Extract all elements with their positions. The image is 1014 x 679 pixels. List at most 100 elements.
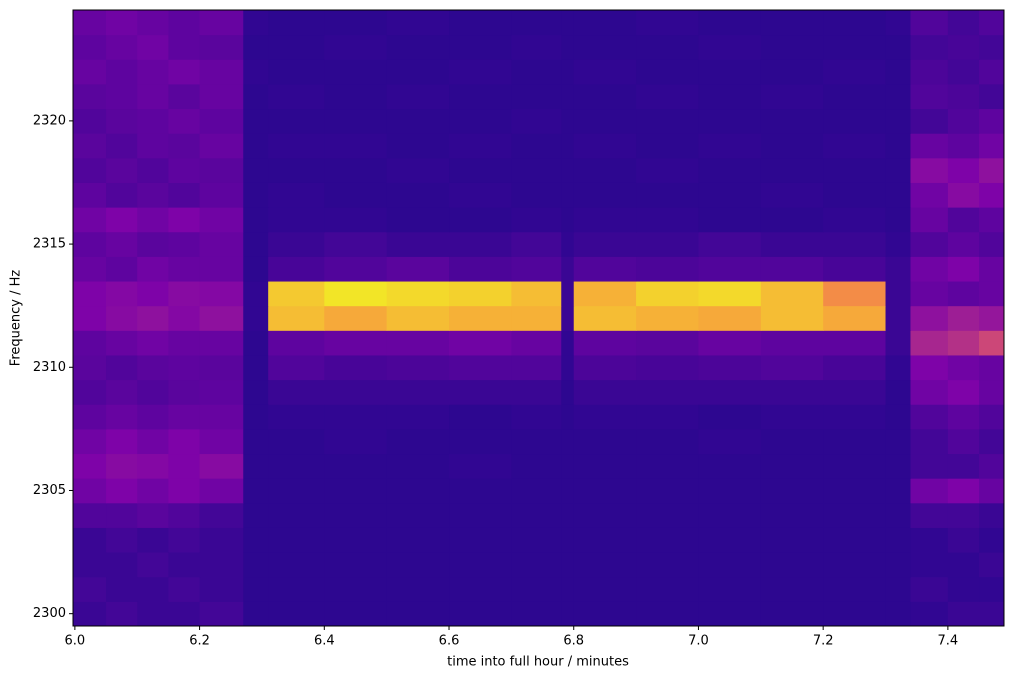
heatmap-cell [885, 305, 911, 331]
x-tick-label: 6.4 [314, 634, 335, 649]
heatmap-cell [168, 404, 201, 430]
heatmap-cell [885, 478, 911, 504]
heatmap-cell [268, 59, 325, 85]
heatmap-cell [910, 83, 949, 110]
heatmap-cell [979, 256, 1005, 282]
heatmap-cell [760, 478, 824, 504]
heatmap-cell [561, 34, 575, 60]
heatmap-cell [137, 34, 169, 60]
heatmap-cell [199, 59, 244, 85]
heatmap-cell [137, 108, 169, 134]
heatmap-cell [910, 576, 949, 602]
heatmap-cell [243, 34, 269, 60]
x-tick-label: 6.0 [65, 634, 86, 649]
heatmap-cell [168, 108, 201, 134]
heatmap-cell [137, 207, 169, 233]
heatmap-cell [324, 10, 388, 36]
heatmap-cell [73, 10, 107, 36]
heatmap-cell [106, 428, 138, 455]
heatmap-cell [698, 59, 762, 85]
heatmap-cell [168, 83, 201, 110]
heatmap-cell [324, 453, 388, 479]
heatmap-cell [910, 428, 949, 455]
heatmap-cell [636, 207, 699, 233]
heatmap-cell [199, 207, 244, 233]
heatmap-cell [73, 207, 107, 233]
heatmap-cell [449, 502, 512, 528]
heatmap-cell [885, 207, 911, 233]
heatmap-cell [823, 379, 887, 405]
heatmap-cell [449, 576, 512, 602]
heatmap-cell [386, 34, 450, 60]
heatmap-cell [324, 354, 388, 381]
heatmap-cell [324, 527, 388, 553]
heatmap-cell [243, 207, 269, 233]
heatmap-cell [823, 601, 887, 627]
heatmap-cell [910, 34, 949, 60]
heatmap-cell [449, 207, 512, 233]
heatmap-cell [979, 502, 1005, 528]
heatmap-cell [511, 281, 562, 307]
heatmap-cell [636, 281, 699, 307]
heatmap-cell [885, 59, 911, 85]
heatmap-cell [885, 527, 911, 553]
heatmap-cell [168, 330, 201, 356]
heatmap-cell [511, 182, 562, 208]
heatmap-cell [573, 83, 637, 110]
heatmap-cell [511, 83, 562, 110]
heatmap-cell [698, 157, 762, 183]
heatmap-cell [386, 502, 450, 528]
heatmap-cell [698, 601, 762, 627]
heatmap-cell [137, 354, 169, 381]
heatmap-cell [73, 182, 107, 208]
heatmap-cell [760, 281, 824, 307]
heatmap-cell [636, 133, 699, 159]
heatmap-cell [199, 305, 244, 331]
x-axis-label: time into full hour / minutes [447, 655, 629, 670]
heatmap-cell [823, 305, 887, 331]
heatmap-cell [106, 453, 138, 479]
heatmap-cell [168, 231, 201, 257]
heatmap-cell [137, 552, 169, 578]
heatmap-cell [947, 576, 980, 602]
heatmap-cell [760, 354, 824, 381]
heatmap-cell [106, 10, 138, 36]
heatmap-cell [324, 281, 388, 307]
heatmap-cell [168, 281, 201, 307]
heatmap-cell [268, 281, 325, 307]
heatmap-cell [243, 330, 269, 356]
heatmap-cell [760, 305, 824, 331]
heatmap-cell [573, 157, 637, 183]
heatmap-cell [243, 305, 269, 331]
heatmap-cell [698, 231, 762, 257]
heatmap-cell [243, 10, 269, 36]
heatmap-cell [168, 256, 201, 282]
heatmap-cell [760, 576, 824, 602]
heatmap-cell [561, 354, 575, 381]
heatmap-cell [268, 182, 325, 208]
heatmap-cell [947, 231, 980, 257]
heatmap-cell [268, 305, 325, 331]
heatmap-cell [106, 207, 138, 233]
heatmap-cell [561, 207, 575, 233]
heatmap-cell [760, 256, 824, 282]
heatmap-cell [137, 404, 169, 430]
heatmap-cell [979, 576, 1005, 602]
heatmap-cell [73, 601, 107, 627]
heatmap-cell [268, 83, 325, 110]
heatmap-cell [199, 601, 244, 627]
heatmap-cell [823, 527, 887, 553]
heatmap-cell [636, 478, 699, 504]
heatmap-cell [823, 552, 887, 578]
heatmap-cell [636, 601, 699, 627]
heatmap-cell [979, 231, 1005, 257]
heatmap-cell [910, 379, 949, 405]
heatmap-cell [979, 379, 1005, 405]
heatmap-cell [106, 330, 138, 356]
heatmap-cell [324, 83, 388, 110]
heatmap-cell [573, 527, 637, 553]
heatmap-cell [885, 34, 911, 60]
heatmap-cell [137, 453, 169, 479]
heatmap-cell [910, 281, 949, 307]
heatmap-cell [168, 453, 201, 479]
